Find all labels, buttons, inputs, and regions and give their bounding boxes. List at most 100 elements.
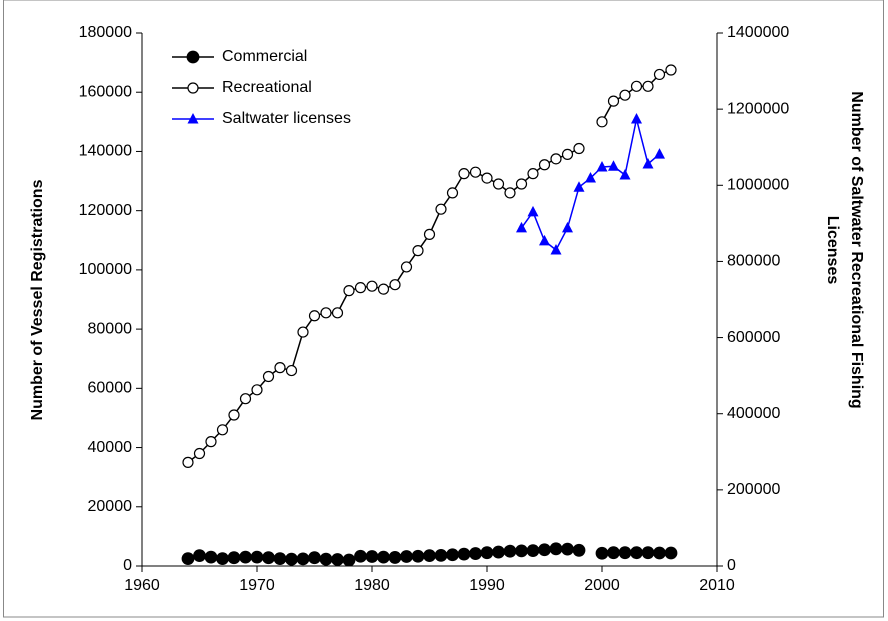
marker	[492, 178, 505, 190]
y2-axis-title: Number of Saltwater Recreational Fishing	[848, 91, 865, 408]
marker	[469, 547, 482, 560]
marker	[585, 172, 596, 183]
y2-tick-label: 800000	[727, 253, 780, 270]
y-tick-label: 100000	[79, 261, 132, 278]
marker	[654, 148, 665, 159]
marker	[331, 553, 344, 566]
legend-marker	[187, 113, 199, 124]
marker	[481, 172, 493, 184]
marker	[366, 280, 378, 292]
marker	[504, 187, 516, 199]
marker	[182, 456, 194, 468]
marker	[308, 310, 321, 322]
marker	[561, 148, 574, 161]
marker	[527, 168, 539, 180]
marker	[400, 261, 413, 273]
marker	[480, 546, 494, 560]
marker	[251, 384, 263, 396]
marker	[342, 553, 356, 567]
marker	[608, 160, 619, 171]
series-line	[520, 118, 660, 252]
marker	[562, 221, 573, 233]
marker	[308, 551, 321, 565]
marker	[285, 552, 298, 566]
marker	[205, 436, 217, 448]
marker	[515, 178, 528, 190]
marker	[331, 307, 344, 319]
x-tick-label: 1960	[124, 577, 160, 594]
marker	[181, 552, 195, 565]
chart-frame	[3, 0, 884, 618]
legend-marker	[186, 50, 200, 64]
marker	[630, 80, 643, 92]
y2-tick-label: 1200000	[727, 100, 789, 117]
marker	[434, 548, 448, 562]
marker	[193, 447, 206, 460]
marker	[469, 166, 482, 178]
marker	[228, 409, 240, 421]
marker	[297, 326, 309, 338]
y2-tick-label: 200000	[727, 481, 780, 498]
legend-label: Recreational	[222, 79, 312, 96]
marker	[423, 549, 436, 563]
y2-tick-label: 1400000	[727, 24, 789, 41]
y-tick-label: 20000	[88, 498, 133, 515]
marker	[274, 362, 286, 374]
marker	[262, 370, 275, 383]
marker	[573, 181, 585, 192]
marker	[227, 551, 241, 565]
marker	[527, 205, 539, 217]
marker	[365, 550, 379, 563]
marker	[273, 552, 287, 565]
marker	[630, 546, 643, 560]
y2-axis-title: Licenses	[824, 216, 841, 285]
marker	[320, 307, 332, 319]
marker	[411, 549, 425, 563]
marker	[572, 543, 586, 557]
marker	[193, 549, 206, 563]
marker	[550, 153, 562, 165]
marker	[573, 142, 585, 155]
y-tick-label: 160000	[79, 83, 132, 100]
marker	[664, 546, 678, 560]
marker	[561, 542, 574, 556]
y-tick-label: 180000	[79, 24, 132, 41]
marker	[239, 393, 252, 405]
legend-label: Commercial	[222, 48, 307, 65]
marker	[435, 203, 447, 215]
marker	[549, 542, 563, 556]
marker	[538, 159, 551, 171]
y-tick-label: 60000	[88, 380, 133, 397]
y-axis-title: Number of Vessel Registrations	[29, 179, 46, 420]
marker	[319, 552, 333, 566]
marker	[665, 64, 677, 76]
marker	[539, 234, 550, 246]
x-tick-label: 1970	[239, 577, 275, 594]
x-tick-label: 2010	[699, 577, 735, 594]
y-tick-label: 80000	[88, 320, 133, 337]
marker	[457, 547, 471, 561]
marker	[503, 544, 517, 558]
marker	[296, 552, 310, 566]
marker	[216, 424, 229, 436]
marker	[354, 282, 367, 294]
marker	[550, 244, 562, 255]
x-tick-label: 1990	[469, 577, 505, 594]
marker	[515, 544, 528, 558]
marker	[653, 546, 666, 560]
marker	[423, 228, 436, 240]
marker	[262, 551, 275, 565]
y-tick-label: 140000	[79, 143, 132, 160]
marker	[377, 283, 390, 295]
marker	[216, 552, 229, 565]
marker	[595, 546, 609, 560]
marker	[458, 168, 470, 180]
marker	[492, 545, 505, 559]
marker	[343, 285, 355, 297]
marker	[389, 279, 401, 291]
marker	[619, 89, 631, 101]
marker	[642, 80, 654, 92]
marker	[538, 543, 551, 557]
legend-label: Saltwater licenses	[222, 110, 351, 127]
